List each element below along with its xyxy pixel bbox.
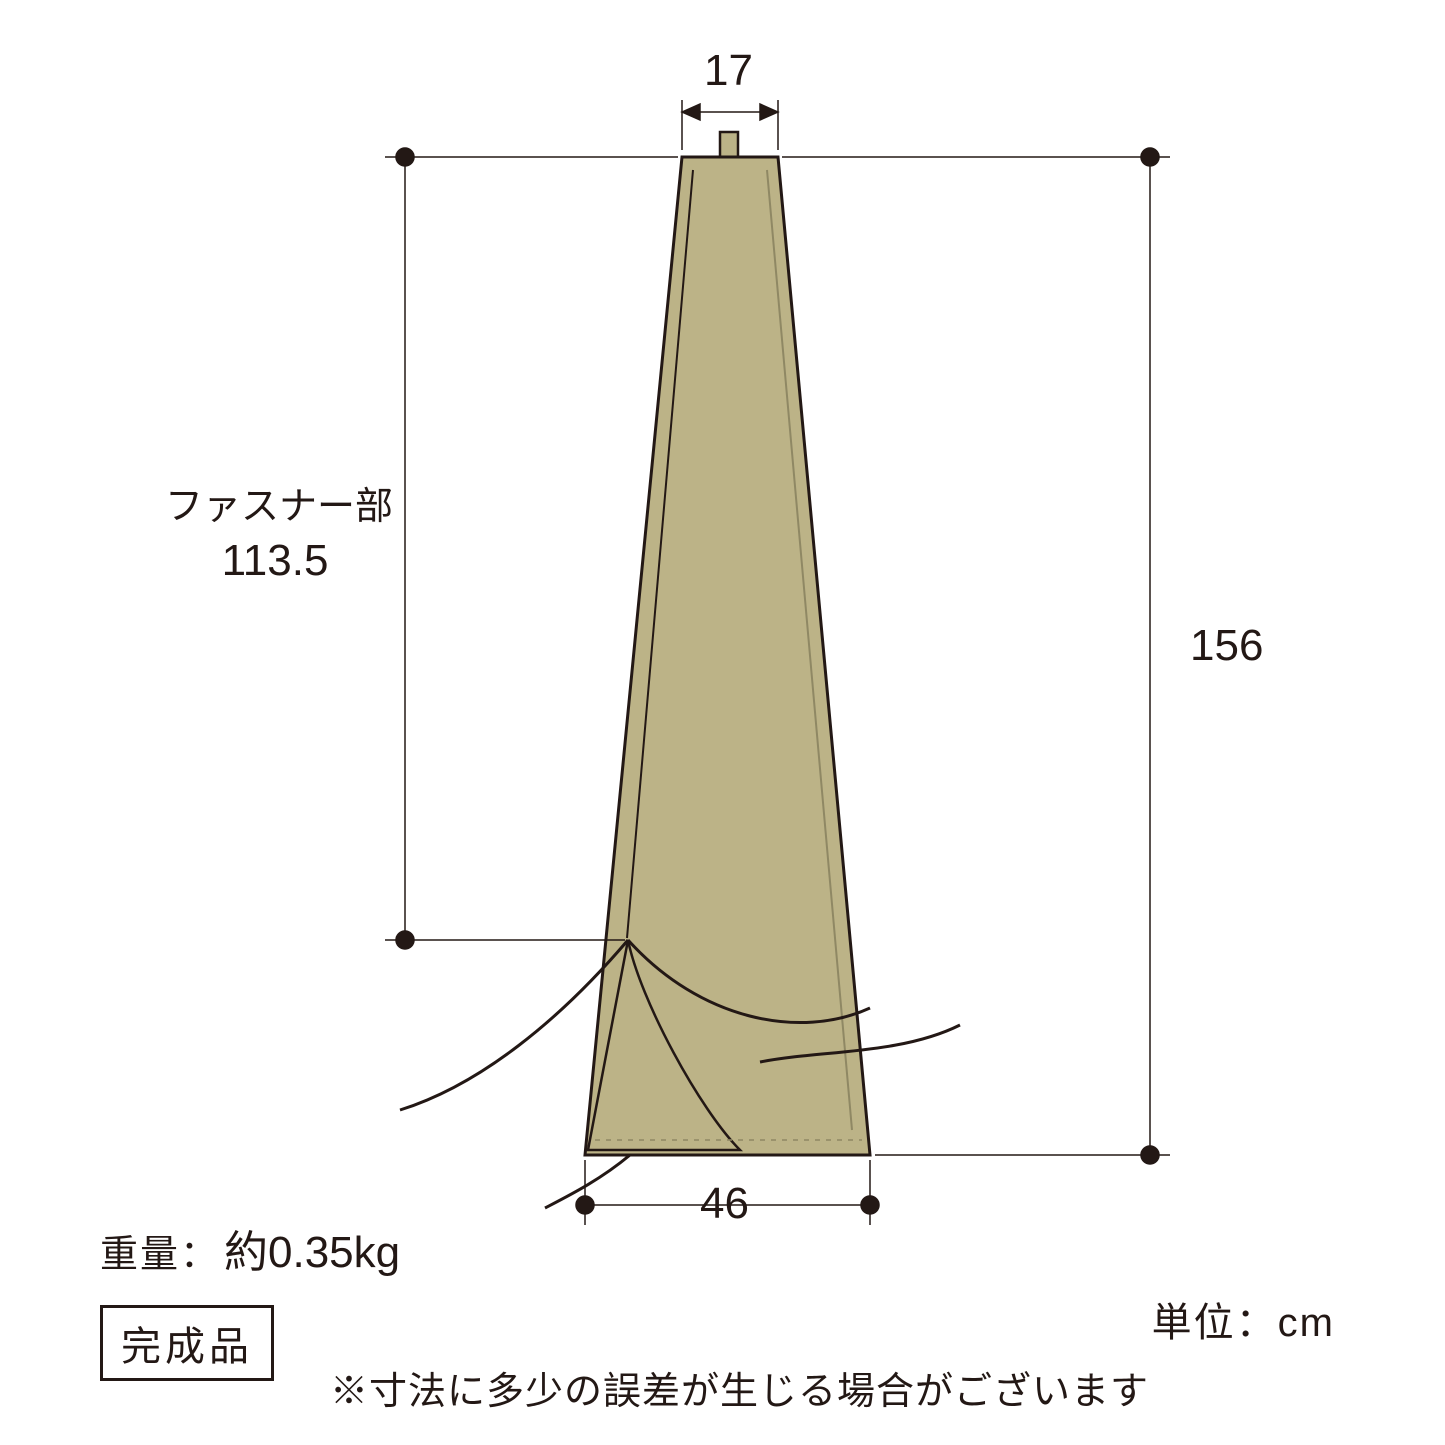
weight-value: 約0.35kg [224, 1216, 400, 1280]
dim-top-width-value: 17 [704, 45, 753, 98]
disclaimer-text: ※寸法に多少の誤差が生じる場合がございます [330, 1360, 1149, 1415]
dim-zipper-label: ファスナー部 113.5 [165, 485, 385, 587]
weight-label: 重量： [100, 1223, 220, 1278]
dim-zipper-label-value: 113.5 [165, 535, 385, 588]
completion-badge: 完成品 [100, 1305, 274, 1381]
dim-height-value: 156 [1190, 620, 1263, 673]
unit-label: 単位：cm [1152, 1290, 1335, 1348]
dim-zipper-label-text: ファスナー部 [165, 485, 385, 531]
dim-bottom-width-value: 46 [700, 1178, 749, 1231]
product-shape [400, 132, 960, 1208]
weight-info: 重量： 約0.35kg [100, 1216, 400, 1280]
